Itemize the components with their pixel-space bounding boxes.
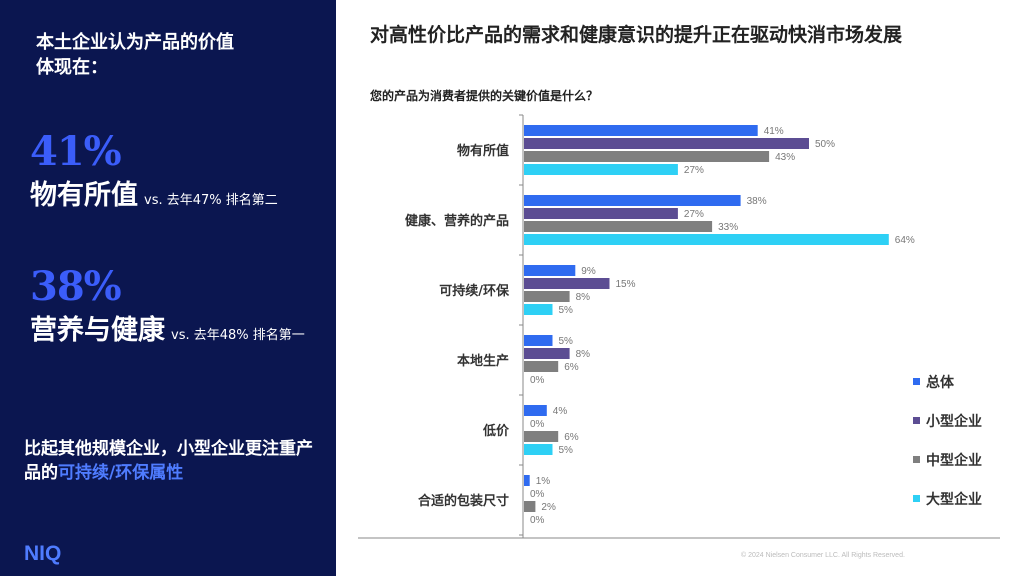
- data-label: 6%: [564, 362, 579, 373]
- data-label: 5%: [559, 305, 574, 316]
- bar: [524, 164, 678, 175]
- data-label: 50%: [815, 139, 835, 150]
- copyright-footer: © 2024 Nielsen Consumer LLC. All Rights …: [741, 552, 905, 559]
- category-label: 本地生产: [457, 353, 509, 369]
- category-label: 可持续/环保: [439, 283, 510, 299]
- bar: [524, 208, 678, 219]
- stat2-label-text: 营养与健康: [30, 315, 165, 346]
- stat1-percent: 41%: [30, 128, 122, 175]
- legend-label: 总体: [926, 375, 954, 391]
- data-label: 41%: [764, 126, 784, 137]
- bar: [524, 291, 570, 302]
- data-label: 0%: [530, 375, 545, 386]
- bar: [524, 501, 536, 512]
- category-label: 物有所值: [457, 143, 509, 159]
- niq-logo: NIQ: [24, 542, 62, 565]
- bar: [524, 278, 610, 289]
- stat2-comparison: vs. 去年48% 排名第一: [171, 328, 305, 343]
- data-label: 1%: [536, 476, 551, 487]
- bar: [524, 405, 547, 416]
- data-label: 5%: [559, 336, 574, 347]
- data-label: 0%: [530, 489, 545, 500]
- bar: [524, 125, 758, 136]
- data-label: 38%: [747, 196, 767, 207]
- category-label: 合适的包装尺寸: [418, 493, 509, 509]
- legend-swatch: [913, 377, 920, 385]
- legend-label: 小型企业: [926, 414, 982, 430]
- bar: [524, 475, 530, 486]
- legend-swatch: [913, 455, 920, 463]
- bar: [524, 444, 553, 455]
- stat2-percent: 38%: [30, 263, 122, 310]
- data-label: 2%: [541, 502, 556, 513]
- bar: [524, 348, 570, 359]
- legend-label: 大型企业: [926, 492, 982, 508]
- insight-text: 比起其他规模企业，小型企业更注重产品的可持续/环保属性: [24, 437, 324, 485]
- legend-swatch: [913, 416, 920, 424]
- stat1-label-text: 物有所值: [30, 180, 138, 211]
- bar: [524, 361, 559, 372]
- data-label: 6%: [564, 432, 579, 443]
- legend-swatch: [913, 494, 920, 502]
- bar: [524, 234, 889, 245]
- legend-item: 小型企业: [913, 411, 982, 431]
- bar: [524, 151, 770, 162]
- bar: [524, 265, 576, 276]
- data-label: 15%: [616, 279, 636, 290]
- category-label: 健康、营养的产品: [405, 213, 509, 229]
- left-heading: 本土企业认为产品的价值 体现在：: [36, 32, 234, 78]
- chart-question: 您的产品为消费者提供的关键价值是什么？: [370, 89, 599, 103]
- bar: [524, 431, 559, 442]
- legend-item: 大型企业: [913, 489, 982, 509]
- data-label: 64%: [895, 235, 915, 246]
- slide-title: 对高性价比产品的需求和健康意识的提升正在驱动快消市场发展: [370, 24, 903, 46]
- data-label: 43%: [775, 152, 795, 163]
- bar: [524, 304, 553, 315]
- category-label: 低价: [482, 423, 510, 439]
- data-label: 0%: [530, 515, 545, 526]
- data-label: 27%: [684, 209, 704, 220]
- stat2-label: 营养与健康 vs. 去年48% 排名第一: [30, 308, 305, 347]
- legend-item: 总体: [913, 372, 954, 392]
- bar: [524, 335, 553, 346]
- legend-item: 中型企业: [913, 450, 982, 470]
- bar: [524, 195, 741, 206]
- data-label: 0%: [530, 419, 545, 430]
- insight-prefix: 比起其他规模企业，小型企业更注重产品的: [24, 439, 313, 483]
- data-label: 27%: [684, 165, 704, 176]
- data-label: 9%: [581, 266, 596, 277]
- data-label: 5%: [559, 445, 574, 456]
- bar: [524, 138, 809, 149]
- stat1-label: 物有所值 vs. 去年47% 排名第二: [30, 173, 278, 212]
- stat1-comparison: vs. 去年47% 排名第二: [144, 193, 278, 208]
- data-label: 8%: [576, 292, 591, 303]
- data-label: 33%: [718, 222, 738, 233]
- legend-label: 中型企业: [926, 453, 982, 469]
- left-panel: 本土企业认为产品的价值 体现在： 41% 物有所值 vs. 去年47% 排名第二 …: [0, 0, 336, 576]
- data-label: 8%: [576, 349, 591, 360]
- insight-highlight: 可持续/环保属性: [58, 463, 184, 483]
- data-label: 4%: [553, 406, 568, 417]
- bar: [524, 221, 713, 232]
